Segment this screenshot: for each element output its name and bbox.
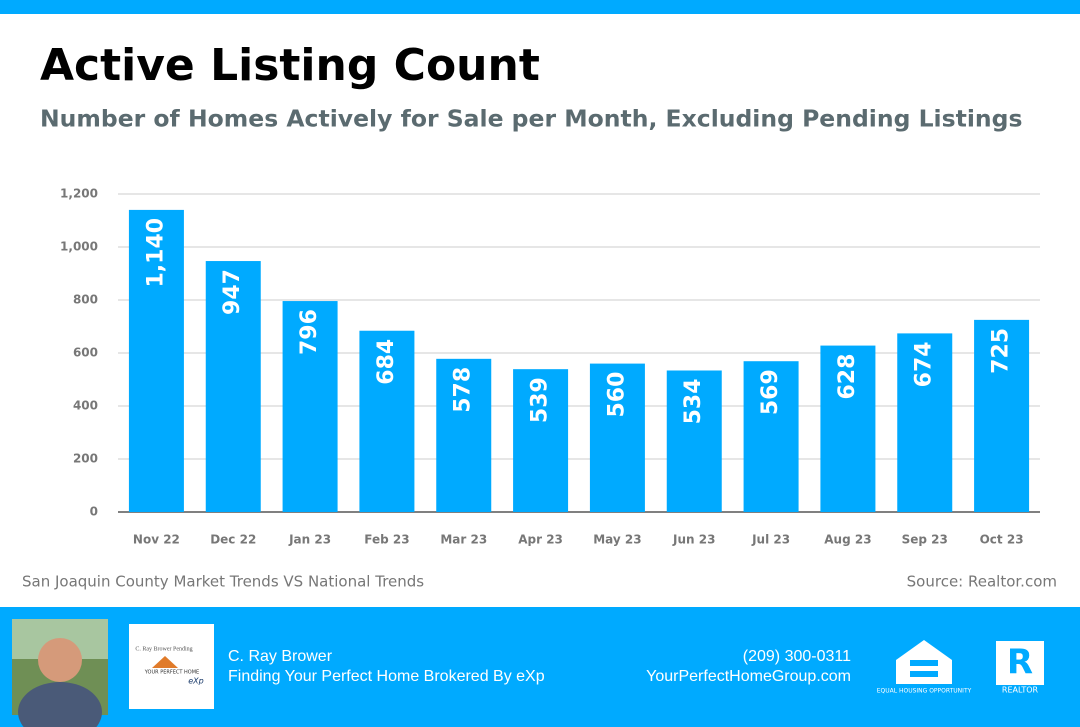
bar — [513, 369, 569, 512]
bar — [666, 370, 722, 512]
x-tick-label: Nov 22 — [133, 533, 180, 547]
value-label: 674 — [912, 341, 937, 387]
realtor-logo — [996, 641, 1044, 685]
value-label: 725 — [989, 328, 1014, 374]
logo-roof — [152, 656, 178, 668]
agent-photo — [12, 619, 108, 727]
x-tick-label: Mar 23 — [440, 533, 487, 547]
value-label: 534 — [681, 378, 706, 424]
value-label: 578 — [451, 367, 476, 413]
y-tick-label: 1,000 — [60, 240, 98, 254]
equal-housing-text: EQUAL HOUSING OPPORTUNITY — [877, 688, 972, 695]
x-tick-label: Jul 23 — [751, 533, 790, 547]
value-label: 1,140 — [143, 218, 168, 288]
y-tick-label: 800 — [73, 293, 98, 307]
y-tick-label: 0 — [90, 505, 98, 519]
bar — [436, 358, 492, 512]
x-tick-label: Apr 23 — [518, 533, 563, 547]
value-label: 569 — [758, 369, 783, 415]
y-tick-label: 200 — [73, 452, 98, 466]
chart-title: Active Listing Count — [40, 40, 540, 91]
agent-tagline: Finding Your Perfect Home Brokered By eX… — [228, 668, 545, 685]
x-tick-label: Jan 23 — [288, 533, 331, 547]
website: YourPerfectHomeGroup.com — [646, 668, 851, 685]
agent-name: C. Ray Brower — [228, 648, 333, 665]
value-label: 628 — [835, 354, 860, 400]
value-label: 796 — [297, 309, 322, 355]
x-tick-label: Jun 23 — [672, 533, 715, 547]
logo-title: C. Ray Brower Pending — [135, 646, 192, 652]
logo-brand: YOUR PERFECT HOME — [144, 670, 199, 676]
x-tick-label: Sep 23 — [902, 533, 948, 547]
top-bar — [0, 0, 1080, 14]
bar — [897, 333, 953, 512]
phone: (209) 300-0311 — [743, 648, 851, 665]
footnote: San Joaquin County Market Trends VS Nati… — [22, 573, 424, 591]
realtor-r: R — [1007, 643, 1033, 683]
bar — [282, 301, 338, 512]
y-tick-label: 600 — [73, 346, 98, 360]
x-tick-label: Dec 22 — [210, 533, 256, 547]
bar — [359, 330, 415, 512]
bar — [820, 345, 876, 512]
bar — [128, 209, 184, 512]
y-tick-label: 400 — [73, 399, 98, 413]
equal-housing-icon — [896, 640, 952, 684]
y-tick-label: 1,200 — [60, 187, 98, 201]
bar — [589, 363, 645, 512]
bar — [205, 261, 261, 512]
x-tick-label: Feb 23 — [364, 533, 409, 547]
bar — [974, 319, 1030, 512]
value-label: 560 — [604, 372, 629, 418]
value-label: 539 — [528, 377, 553, 423]
x-tick-label: May 23 — [593, 533, 641, 547]
realtor-text: REALTOR — [1002, 686, 1039, 695]
bar — [743, 361, 799, 512]
source: Source: Realtor.com — [907, 573, 1057, 591]
x-tick-label: Aug 23 — [824, 533, 871, 547]
logo-exp: eXp — [188, 677, 203, 686]
x-tick-label: Oct 23 — [980, 533, 1024, 547]
value-label: 947 — [220, 269, 245, 315]
chart-subtitle: Number of Homes Actively for Sale per Mo… — [40, 105, 1022, 133]
value-label: 684 — [374, 339, 399, 385]
